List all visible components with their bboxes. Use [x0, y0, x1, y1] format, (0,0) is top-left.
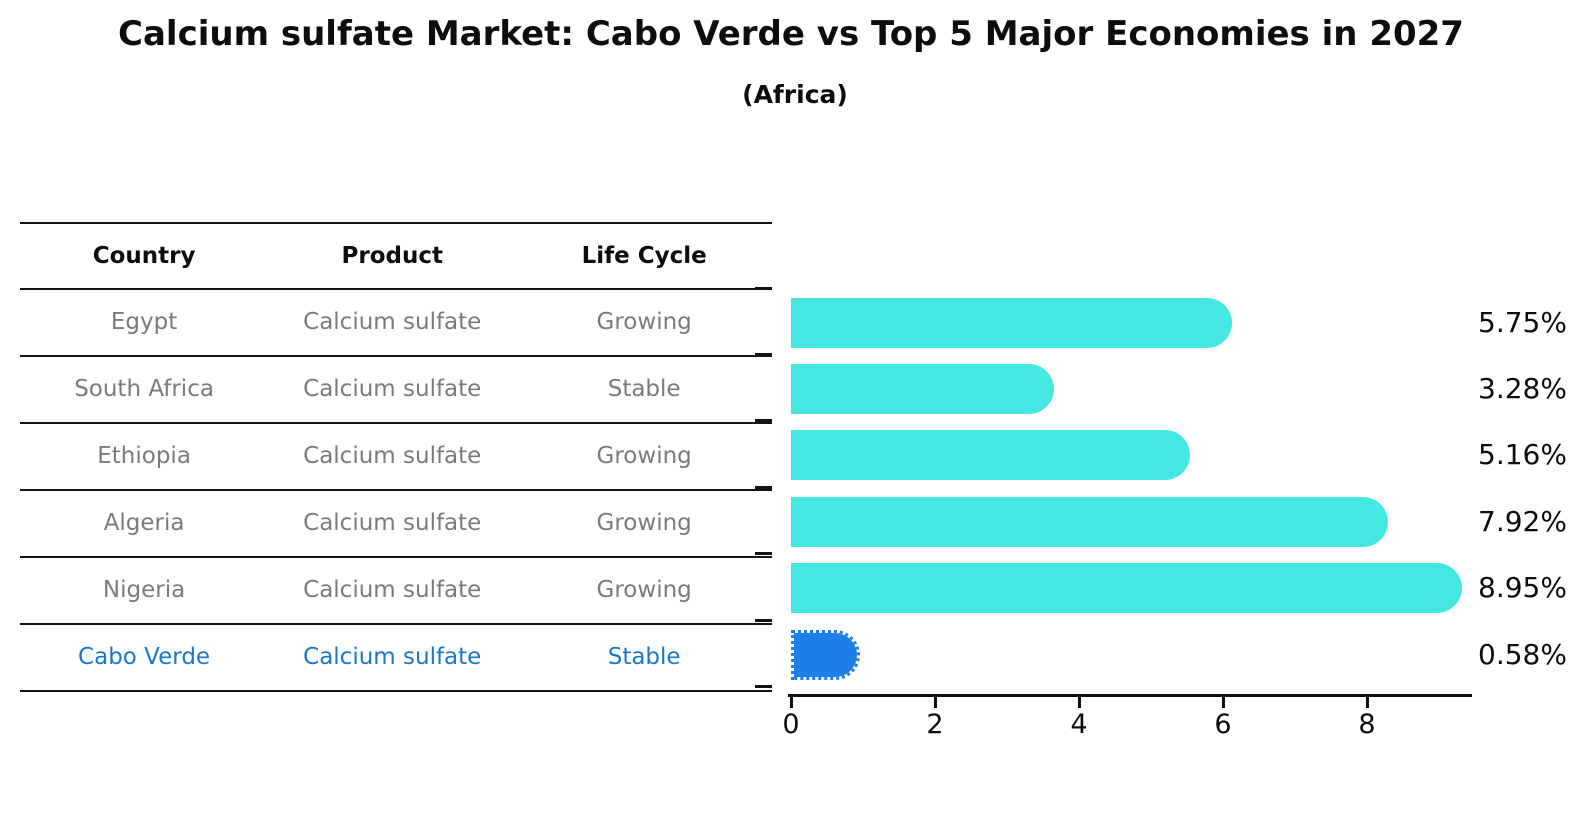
country-table: Country Product Life Cycle Egypt Calcium … [20, 222, 772, 692]
table-cell-product: Calcium sulfate [303, 309, 482, 335]
table-row: Nigeria Calcium sulfate Growing [20, 558, 772, 625]
column-header-life-cycle: Life Cycle [581, 243, 707, 269]
bar-value-label: 5.16% [1478, 438, 1567, 472]
table-cell-product: Calcium sulfate [303, 443, 482, 469]
chart-subtitle: (Africa) [742, 80, 848, 109]
table-cell-country: Cabo Verde [78, 644, 211, 670]
table-cell-life-cycle: Stable [607, 376, 681, 402]
x-axis-tick-label: 4 [1070, 709, 1088, 740]
bar-cabo-verde [791, 629, 860, 680]
table-row: Egypt Calcium sulfate Growing [20, 290, 772, 357]
table-body: Egypt Calcium sulfate Growing South Africa C… [20, 290, 772, 692]
table-cell-life-cycle: Growing [596, 510, 692, 536]
table-cell-country: Egypt [110, 309, 178, 335]
table-cell-product: Calcium sulfate [303, 644, 482, 670]
bar-algeria [791, 496, 1389, 547]
table-cell-country: South Africa [74, 376, 214, 402]
table-cell-product: Calcium sulfate [303, 577, 482, 603]
y-axis-tick [755, 419, 772, 423]
x-axis-tick-label: 6 [1214, 709, 1232, 740]
y-axis-tick [755, 684, 772, 688]
table-cell-life-cycle: Stable [607, 644, 681, 670]
table-row: Algeria Calcium sulfate Growing [20, 491, 772, 558]
x-axis-tick [1365, 697, 1369, 708]
table-row: South Africa Calcium sulfate Stable [20, 357, 772, 424]
column-header-product: Product [341, 243, 443, 269]
y-axis-tick [755, 352, 772, 356]
table-cell-country: Nigeria [102, 577, 186, 603]
x-axis-tick-label: 2 [926, 709, 944, 740]
x-axis-line [788, 694, 1472, 697]
x-axis-tick [789, 697, 793, 708]
y-axis-tick [755, 485, 772, 489]
bar-nigeria [791, 563, 1463, 614]
table-row: Cabo Verde Calcium sulfate Stable [20, 625, 772, 692]
bar-value-label: 7.92% [1478, 504, 1567, 538]
bar-chart: 5.75% 3.28% 5.16% 7.92% 8.95% 0.58% 0 2 4 6 8 [755, 286, 1596, 788]
y-axis-tick [755, 618, 772, 622]
table-cell-country: Ethiopia [97, 443, 191, 469]
bar-egypt [791, 297, 1232, 348]
x-axis-tick [1077, 697, 1081, 708]
x-axis-tick-label: 0 [782, 709, 800, 740]
y-axis-tick [755, 286, 772, 290]
table-cell-country: Algeria [103, 510, 185, 536]
table-cell-life-cycle: Growing [596, 577, 692, 603]
table-cell-product: Calcium sulfate [303, 376, 482, 402]
table-header-row: Country Product Life Cycle [20, 222, 772, 290]
bar-value-label: 0.58% [1478, 637, 1567, 671]
bar-south-africa [791, 363, 1055, 414]
table-cell-life-cycle: Growing [596, 309, 692, 335]
x-axis-tick-label: 8 [1358, 709, 1376, 740]
column-header-country: Country [92, 243, 196, 269]
table-row: Ethiopia Calcium sulfate Growing [20, 424, 772, 491]
y-axis-tick [755, 552, 772, 556]
bar-value-label: 3.28% [1478, 371, 1567, 405]
chart-title: Calcium sulfate Market: Cabo Verde vs To… [118, 14, 1464, 54]
x-axis-tick [933, 697, 937, 708]
table-cell-product: Calcium sulfate [303, 510, 482, 536]
x-axis-tick [1221, 697, 1225, 708]
bar-value-label: 5.75% [1478, 305, 1567, 339]
bar-value-label: 8.95% [1478, 571, 1567, 605]
table-cell-life-cycle: Growing [596, 443, 692, 469]
bar-ethiopia [791, 430, 1190, 481]
